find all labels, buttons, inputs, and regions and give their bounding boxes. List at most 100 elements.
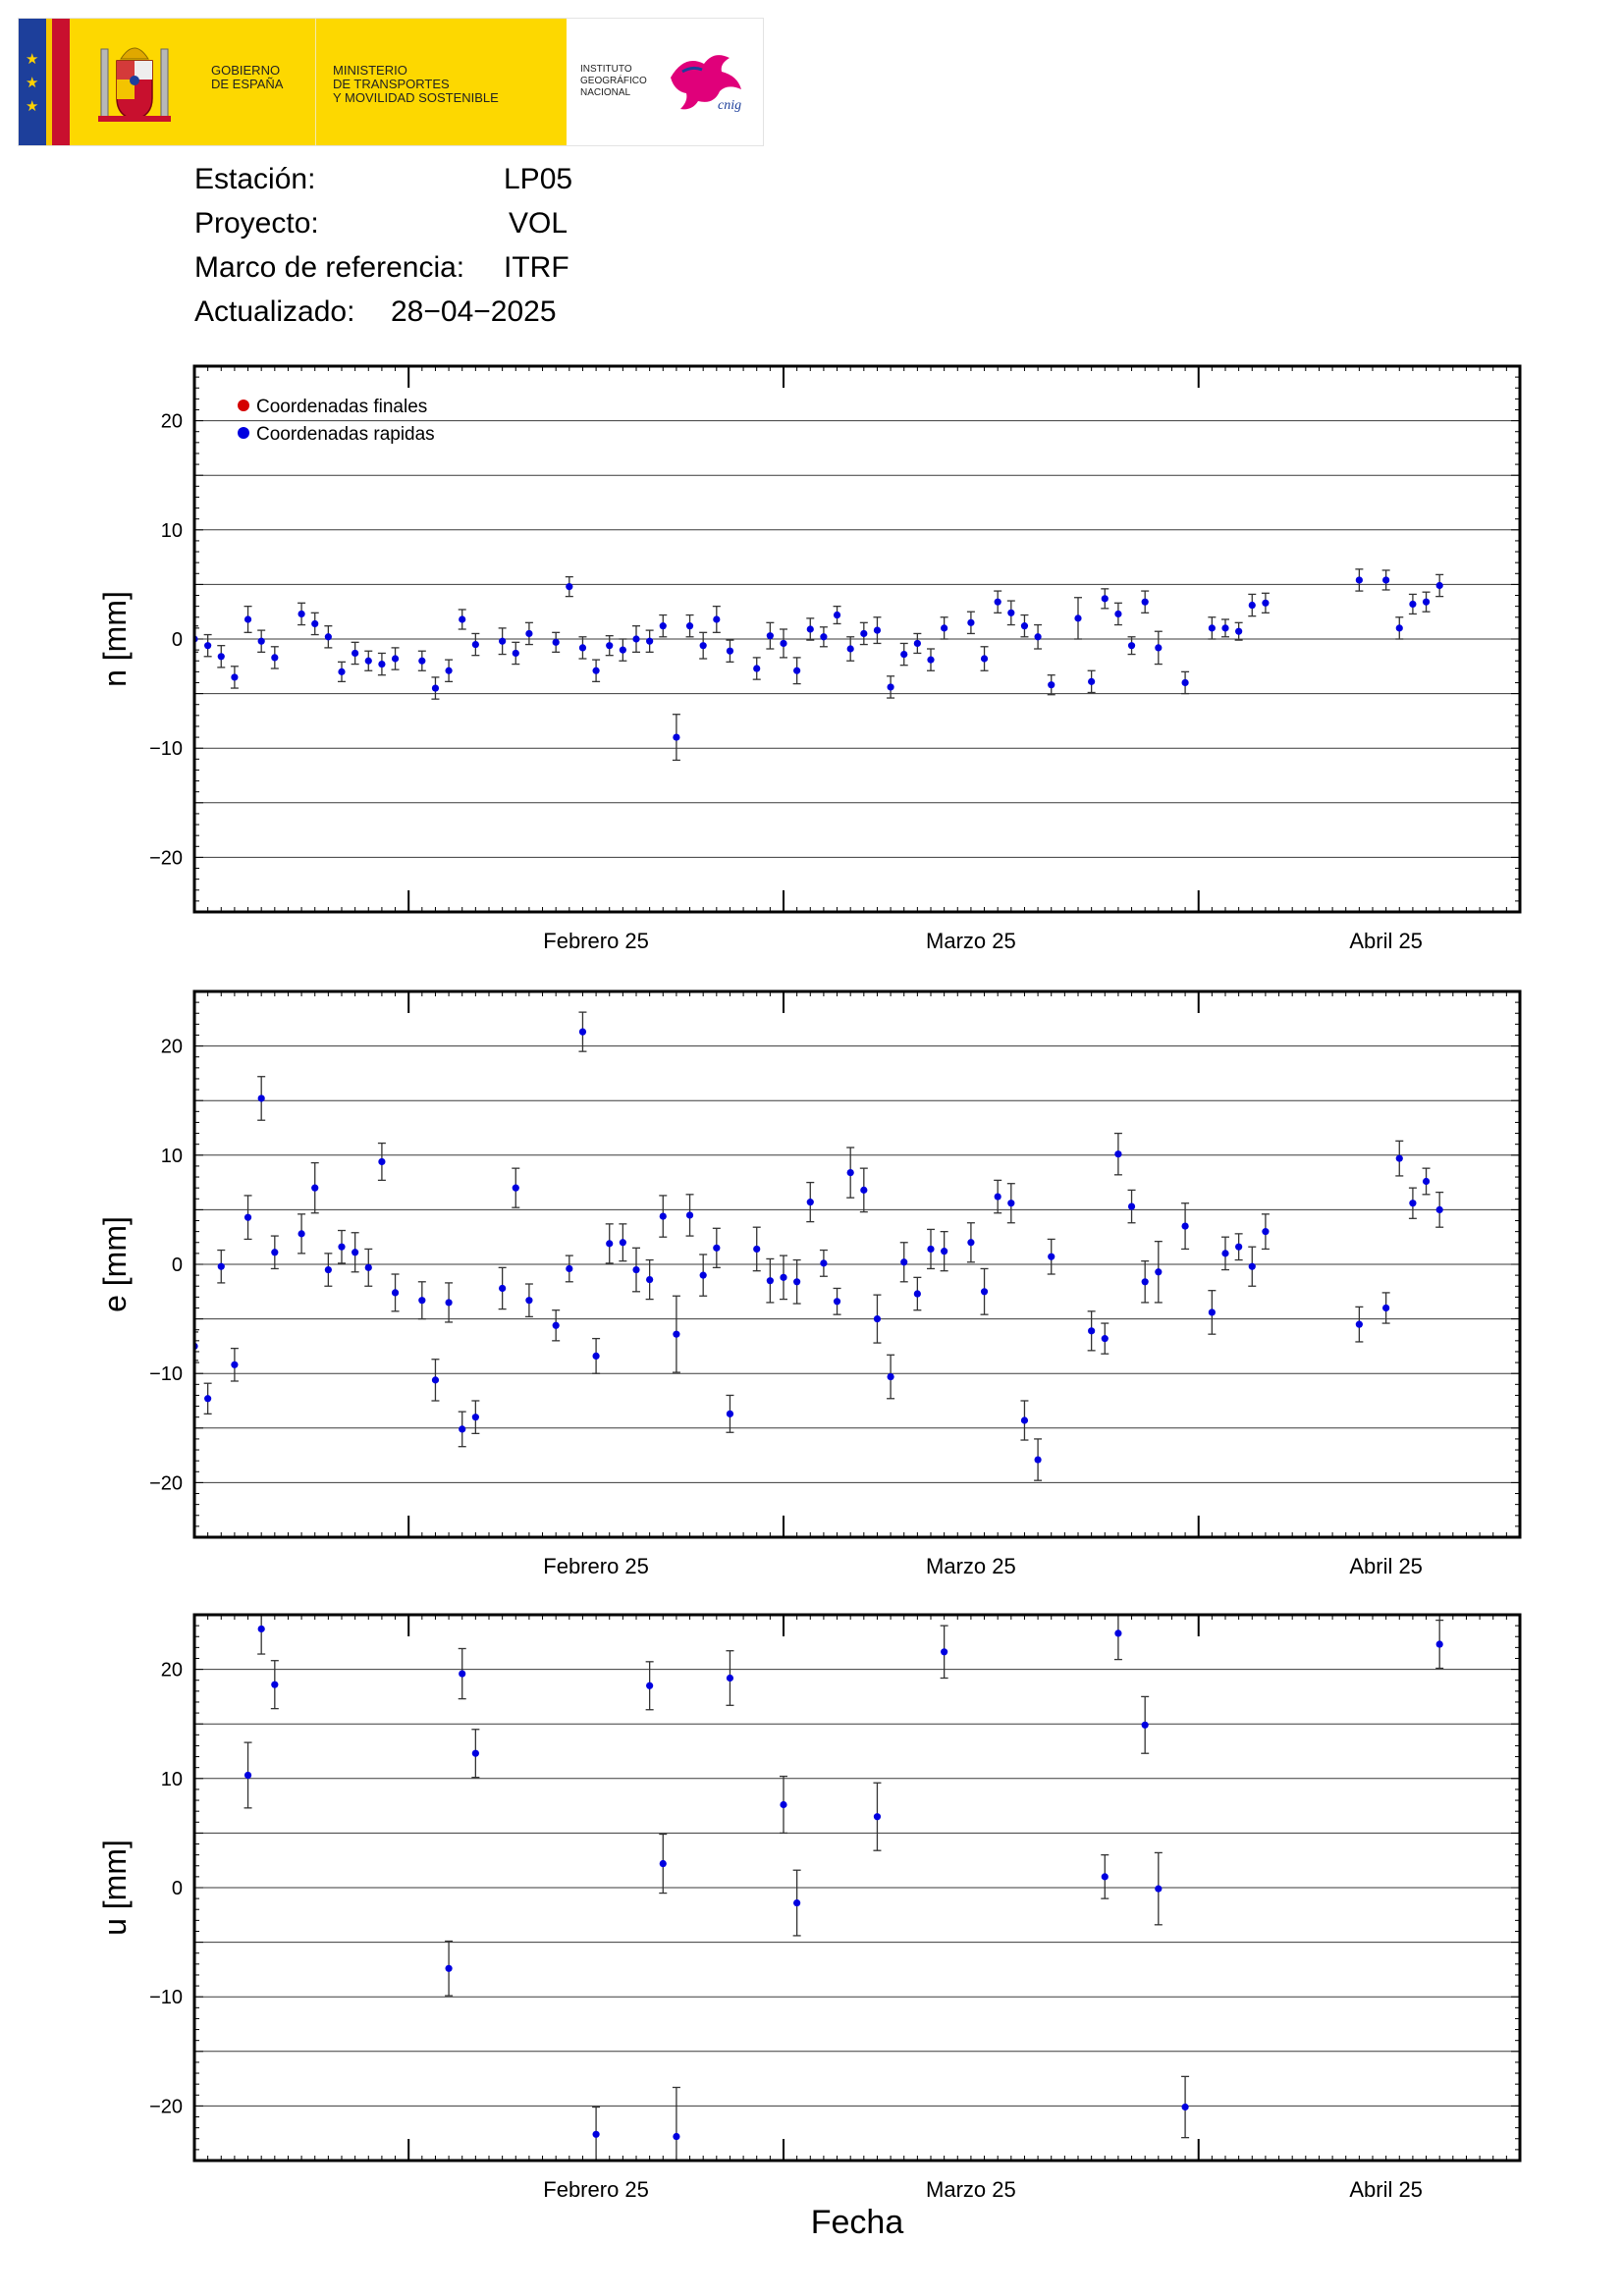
data-point — [512, 1184, 519, 1192]
data-point — [980, 655, 989, 663]
y-tick-label: 0 — [172, 1255, 183, 1276]
data-point — [632, 1265, 640, 1274]
data-point — [753, 1245, 761, 1254]
data-point — [873, 1813, 882, 1821]
star-icon: ★ — [26, 98, 39, 115]
data-point — [806, 1199, 814, 1206]
x-tick-label: Abril 25 — [1349, 2177, 1423, 2202]
data-point — [873, 1315, 882, 1323]
meta-value: 28−04−2025 — [391, 295, 557, 328]
data-point — [391, 1289, 400, 1297]
data-point — [231, 673, 239, 681]
data-point — [967, 1239, 975, 1247]
data-point — [525, 629, 533, 638]
data-point — [659, 622, 667, 630]
y-tick-label: 0 — [172, 629, 183, 651]
institute-name: INSTITUTO GEOGRÁFICO NACIONAL — [580, 64, 647, 98]
data-point — [941, 624, 948, 632]
data-point — [378, 660, 386, 668]
data-point — [1155, 1268, 1163, 1276]
data-point — [1088, 677, 1096, 685]
government-logo-band: GOBIERNO DE ESPAÑA MINISTERIO DE TRANSPO… — [70, 19, 567, 145]
data-point — [860, 1186, 868, 1194]
x-tick-label: Abril 25 — [1349, 929, 1423, 953]
data-point — [793, 1278, 801, 1286]
data-point — [204, 1395, 212, 1403]
y-tick-label: 20 — [161, 1037, 183, 1058]
data-point — [619, 1239, 626, 1247]
data-point — [726, 647, 734, 655]
data-point — [338, 667, 346, 675]
data-point — [685, 1211, 694, 1219]
data-point — [1382, 1304, 1390, 1312]
star-icon: ★ — [26, 51, 39, 68]
data-point — [364, 657, 372, 665]
data-point — [217, 1262, 225, 1270]
data-point — [1395, 1154, 1403, 1162]
data-point — [243, 615, 252, 623]
data-point — [820, 1259, 828, 1267]
data-point — [646, 637, 654, 645]
data-point — [578, 644, 587, 652]
data-point — [459, 1425, 466, 1433]
data-point — [499, 637, 507, 645]
data-point — [445, 1299, 453, 1307]
data-point — [699, 1271, 707, 1279]
y-tick-label: −10 — [149, 1987, 183, 2008]
plot-frame — [192, 1613, 1522, 2163]
data-point — [793, 1898, 801, 1907]
x-tick-label: Marzo 25 — [926, 1554, 1016, 1578]
data-point — [833, 1298, 841, 1306]
data-point — [659, 1212, 667, 1220]
data-point — [1127, 1202, 1136, 1210]
data-point — [685, 622, 694, 630]
data-point — [217, 653, 225, 661]
data-point — [1409, 1200, 1417, 1207]
data-point — [1221, 1250, 1229, 1257]
data-point — [941, 1248, 948, 1255]
data-point — [459, 1670, 466, 1678]
x-tick-label: Marzo 25 — [926, 929, 1016, 953]
meta-label: Marco de referencia: — [194, 251, 465, 284]
data-point — [1114, 1150, 1122, 1158]
data-point — [298, 1230, 305, 1238]
data-point — [713, 615, 721, 623]
data-point — [673, 1330, 680, 1338]
data-point — [471, 1749, 479, 1757]
data-point — [619, 646, 626, 654]
data-point — [1409, 600, 1417, 609]
data-point — [1007, 1200, 1015, 1207]
data-point — [820, 633, 828, 641]
eu-flag-logo: ★ ★ ★ — [19, 19, 70, 145]
data-point — [713, 1244, 721, 1252]
data-point — [352, 1249, 359, 1256]
data-point — [257, 637, 265, 645]
data-point — [311, 1184, 319, 1192]
data-point — [606, 642, 614, 650]
legend-marker — [238, 400, 249, 411]
y-tick-label: 0 — [172, 1878, 183, 1899]
x-tick-label: Marzo 25 — [926, 2177, 1016, 2202]
data-point — [646, 1682, 654, 1689]
data-point — [271, 1681, 279, 1688]
data-point — [418, 1297, 426, 1305]
data-point — [257, 1095, 265, 1102]
data-point — [592, 2130, 600, 2138]
data-point — [913, 1290, 921, 1298]
government-name: GOBIERNO DE ESPAÑA — [211, 63, 284, 91]
data-point — [1355, 576, 1363, 584]
data-point — [860, 629, 868, 638]
data-point — [364, 1263, 372, 1271]
data-point — [566, 583, 573, 591]
data-point — [431, 684, 440, 692]
data-point — [887, 683, 894, 691]
data-point — [1262, 599, 1270, 607]
data-point — [552, 1321, 560, 1329]
data-point — [994, 1193, 1001, 1201]
plot-frame — [192, 989, 1522, 1539]
data-point — [1114, 1629, 1122, 1637]
data-point — [766, 632, 774, 640]
data-point — [846, 645, 854, 653]
data-point — [1034, 1456, 1042, 1464]
